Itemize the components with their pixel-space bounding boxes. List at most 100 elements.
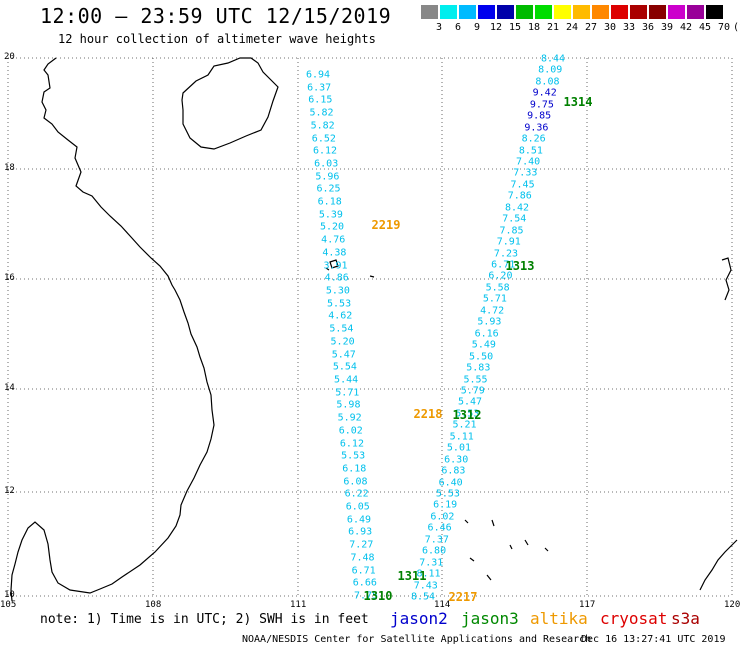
wave-height-value: 5.53 [435, 488, 460, 500]
colorbar-label: 42 [679, 22, 693, 33]
colorbar-label: 12 [489, 22, 503, 33]
colorbar-swatch [573, 5, 590, 19]
wave-height-value: 4.76 [321, 234, 346, 246]
colorbar-label: 33 [622, 22, 636, 33]
wave-height-value: 9.36 [524, 122, 549, 134]
wave-height-value: 5.30 [325, 285, 350, 297]
wave-height-value: 5.55 [463, 374, 488, 385]
colorbar-label: 36 [641, 22, 655, 33]
wave-height-value: 6.52 [311, 133, 336, 145]
colorbar-label: 3 [435, 22, 443, 33]
wave-height-value: 7.86 [507, 190, 532, 202]
generated-timestamp: Dec 16 13:27:41 UTC 2019 [581, 634, 726, 645]
pass-number-label: 2218 [413, 407, 443, 421]
colorbar-swatch [421, 5, 438, 19]
wave-height-value: 6.71 [351, 565, 376, 577]
wave-height-value: 3.91 [323, 260, 348, 272]
wave-height-value: 5.20 [330, 336, 355, 348]
wave-height-value: 5.82 [309, 107, 334, 119]
latitude-label: 18 [4, 163, 15, 173]
wave-height-value: 5.47 [457, 396, 483, 408]
wave-height-value: 6.94 [305, 69, 331, 81]
colorbar-swatch [611, 5, 628, 19]
wave-height-value: 5.53 [341, 450, 366, 462]
wave-height-value: 6.12 [339, 438, 364, 449]
wave-height-value: 8.11 [416, 568, 441, 580]
wave-height-value: 5.71 [335, 387, 360, 399]
colorbar-swatch [649, 5, 666, 19]
wave-height-value: 6.05 [345, 501, 370, 513]
wave-height-value: 6.22 [344, 488, 369, 500]
wave-height-value: 6.18 [317, 196, 342, 208]
colorbar-label: (ft) [733, 22, 740, 33]
source-credit: NOAA/NESDIS Center for Satellite Applica… [242, 634, 592, 645]
colorbar-label: 21 [546, 22, 560, 33]
hainan-island-outline [181, 57, 279, 150]
wave-height-value: 6.49 [346, 514, 372, 526]
wave-height-value: 5.98 [336, 399, 361, 411]
wave-height-value: 7.37 [424, 534, 449, 546]
wave-height-value: 5.54 [332, 361, 357, 373]
colorbar-swatch [516, 5, 533, 19]
colorbar-swatch [554, 5, 571, 19]
colorbar-label: 27 [584, 22, 598, 33]
longitude-label: 120 [724, 600, 740, 610]
wave-height-value: 5.83 [466, 362, 491, 374]
colorbar-swatch [497, 5, 514, 19]
wave-height-value: 5.53 [455, 408, 480, 420]
wave-height-value: 5.39 [318, 209, 343, 221]
latitude-label: 20 [4, 52, 15, 62]
wave-height-value: 5.11 [449, 431, 474, 443]
wave-height-value: 7.91 [496, 236, 521, 248]
colorbar-label: 6 [454, 22, 462, 33]
units-note: note: 1) Time is in UTC; 2) SWH is in fe… [40, 612, 369, 627]
vietnam-coastline [10, 57, 215, 602]
wave-height-value: 8.08 [535, 76, 560, 88]
colorbar-label: 24 [565, 22, 579, 33]
colorbar-swatch [592, 5, 609, 19]
wave-height-value: 6.03 [314, 158, 339, 170]
wave-height-value: 5.44 [334, 374, 359, 386]
wave-height-value: 6.80 [422, 545, 447, 557]
wave-height-value: 8.51 [518, 145, 543, 157]
wave-height-value: 6.83 [441, 465, 466, 477]
colorbar-swatch [459, 5, 476, 19]
colorbar-label: 18 [527, 22, 541, 33]
wave-height-value: 6.66 [352, 577, 377, 589]
wave-height-value: 4.62 [328, 310, 353, 322]
colorbar-label: 9 [473, 22, 481, 33]
wave-height-value: 5.71 [482, 293, 507, 305]
wave-height-value: 7.43 [413, 580, 438, 592]
satellite-legend-item: s3a [671, 609, 700, 628]
coastline [10, 57, 738, 602]
wave-height-value: 8.54 [410, 591, 436, 603]
longitude-label: 111 [290, 600, 307, 610]
colorbar-label: 70 [717, 22, 731, 33]
palawan-coastline [721, 257, 732, 301]
wave-height-value: 5.53 [327, 298, 352, 310]
colorbar-label: 45 [698, 22, 712, 33]
colorbar-swatch [668, 5, 685, 19]
satellite-legend-item: jason2 [390, 609, 448, 628]
wave-height-value: 6.02 [338, 425, 363, 437]
latitude-label: 10 [4, 590, 15, 600]
longitude-label: 108 [145, 600, 162, 610]
wave-height-value: 6.20 [488, 270, 513, 282]
wave-height-value: 5.92 [337, 412, 362, 424]
pass-number-label: 1312 [452, 408, 482, 422]
longitude-label: 114 [434, 600, 451, 610]
latitude-label: 16 [4, 273, 15, 283]
wave-height-value: 7.45 [510, 179, 535, 191]
wave-height-value: 6.93 [348, 526, 373, 538]
wave-height-value: 7.31 [419, 557, 444, 569]
wave-height-value: 7.23 [493, 248, 519, 260]
wave-height-value: 7.40 [516, 156, 541, 168]
wave-height-value: 6.12 [312, 145, 338, 157]
colorbar-label: 30 [603, 22, 617, 33]
wave-height-value: 6.71 [491, 259, 516, 271]
latitude-label: 12 [4, 486, 15, 496]
wave-height-value: 6.08 [343, 476, 368, 488]
wave-height-value: 5.58 [485, 282, 510, 294]
wave-height-value: 8.09 [538, 64, 563, 76]
wave-height-value: 7.85 [499, 225, 524, 237]
